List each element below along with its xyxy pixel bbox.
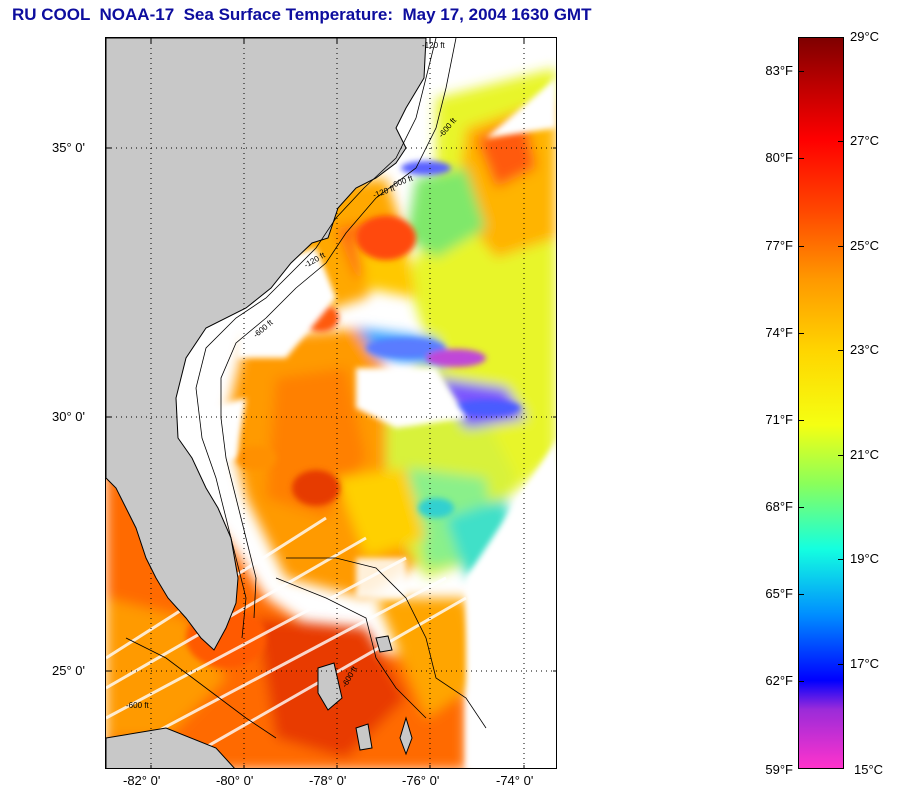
sst-map: -120 ft -600 ft -120 ft -600 ft -120 ft … — [105, 37, 557, 769]
bahamas-islands — [317, 635, 413, 756]
lat-label-35: 35° 0' — [52, 140, 85, 155]
celsius-tick-29: 29°C — [850, 29, 880, 44]
graticule — [106, 38, 556, 768]
lon-label-80: -80° 0' — [216, 773, 254, 788]
c-tickmark — [838, 37, 844, 38]
lat-label-25: 25° 0' — [52, 663, 85, 678]
f-tickmark — [798, 420, 804, 421]
celsius-tick-27: 27°C — [850, 133, 880, 148]
c-tickmark — [838, 141, 844, 142]
axis-ticks — [106, 38, 556, 768]
temperature-colorbar — [798, 37, 844, 769]
c-tickmark — [838, 455, 844, 456]
fahrenheit-tick-59: 59°F — [765, 762, 793, 777]
celsius-tick-19: 19°C — [850, 551, 880, 566]
lon-label-82: -82° 0' — [123, 773, 161, 788]
fahrenheit-tick-80: 80°F — [765, 150, 793, 165]
c-tickmark — [838, 664, 844, 665]
celsius-tick-15: 15°C — [854, 762, 884, 777]
bathymetry-contours — [125, 38, 487, 739]
fahrenheit-tick-68: 68°F — [765, 499, 793, 514]
cuba-land — [106, 727, 235, 768]
fahrenheit-tick-77: 77°F — [765, 238, 793, 253]
f-tickmark — [798, 594, 804, 595]
fahrenheit-tick-74: 74°F — [765, 325, 793, 340]
fahrenheit-tick-71: 71°F — [765, 412, 793, 427]
f-tickmark — [798, 681, 804, 682]
map-title: RU COOL NOAA-17 Sea Surface Temperature:… — [12, 5, 592, 24]
lon-label-78: -78° 0' — [309, 773, 347, 788]
celsius-tick-23: 23°C — [850, 342, 880, 357]
sst-map-canvas: -120 ft -600 ft -120 ft -600 ft -120 ft … — [106, 38, 556, 768]
land-mass — [106, 38, 427, 651]
celsius-tick-25: 25°C — [850, 238, 880, 253]
f-tickmark — [798, 333, 804, 334]
fahrenheit-tick-65: 65°F — [765, 586, 793, 601]
contour-label: -600 ft — [126, 701, 149, 710]
f-tickmark — [798, 71, 804, 72]
f-tickmark — [798, 246, 804, 247]
c-tickmark — [838, 559, 844, 560]
contour-label: -120 ft — [422, 41, 445, 50]
celsius-tick-17: 17°C — [850, 656, 880, 671]
f-tickmark — [798, 507, 804, 508]
lon-label-76: -76° 0' — [402, 773, 440, 788]
fahrenheit-tick-83: 83°F — [765, 63, 793, 78]
f-tickmark — [798, 158, 804, 159]
lat-label-30: 30° 0' — [52, 409, 85, 424]
fahrenheit-tick-62: 62°F — [765, 673, 793, 688]
cloud-mask — [206, 78, 556, 768]
c-tickmark — [838, 246, 844, 247]
c-tickmark — [838, 350, 844, 351]
lon-label-74: -74° 0' — [496, 773, 534, 788]
celsius-tick-21: 21°C — [850, 447, 880, 462]
